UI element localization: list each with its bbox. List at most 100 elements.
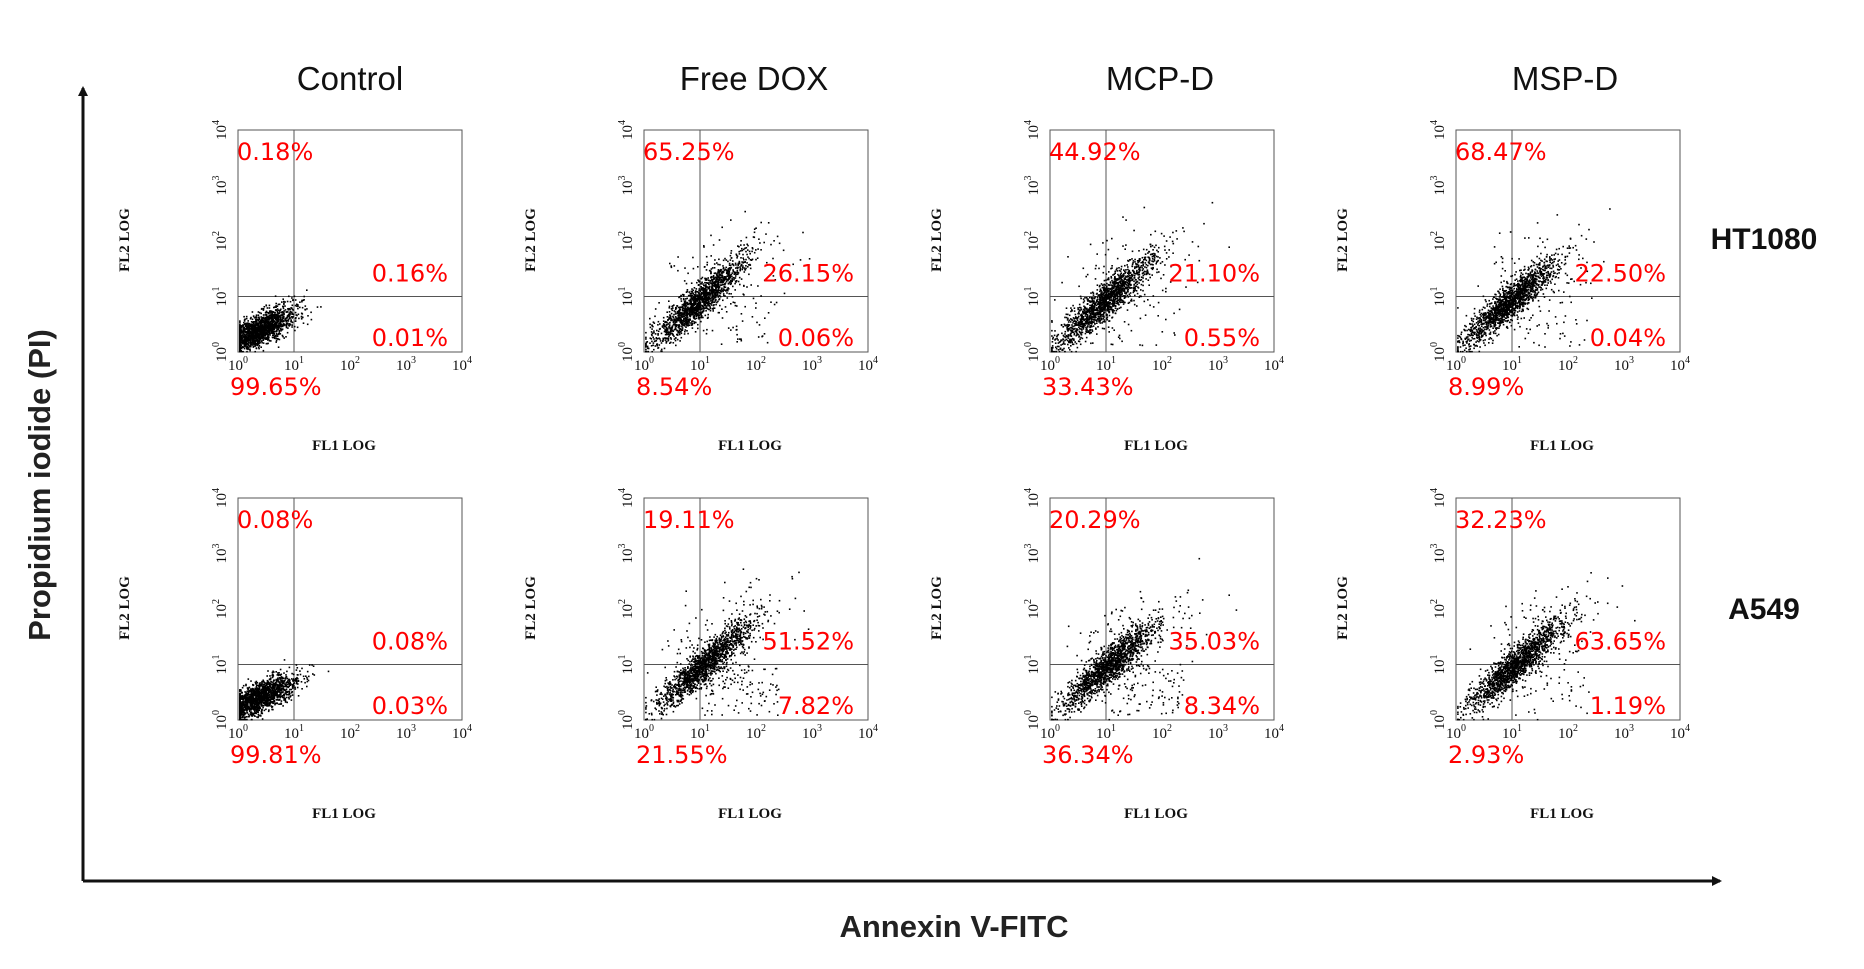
event-point — [1106, 316, 1109, 318]
event-point — [645, 331, 647, 334]
event-point — [760, 295, 762, 297]
event-point — [684, 307, 686, 309]
event-point — [1153, 257, 1156, 259]
event-point — [280, 308, 282, 311]
event-point — [254, 325, 257, 328]
event-point — [694, 303, 696, 306]
event-point — [676, 305, 678, 307]
event-point — [1111, 343, 1114, 346]
event-point — [1069, 339, 1071, 341]
event-point — [708, 286, 710, 289]
event-point — [683, 312, 686, 314]
event-point — [1059, 347, 1062, 350]
event-point — [301, 299, 303, 302]
event-point — [269, 312, 272, 314]
event-point — [1109, 308, 1111, 311]
event-point — [258, 311, 261, 314]
event-point — [726, 292, 728, 294]
event-point — [744, 247, 746, 250]
event-point — [251, 318, 254, 321]
event-point — [1121, 285, 1123, 288]
event-point — [1075, 317, 1078, 320]
event-point — [694, 291, 697, 293]
event-point — [239, 320, 241, 322]
event-point — [703, 246, 705, 248]
event-point — [751, 258, 754, 261]
event-point — [251, 339, 253, 341]
event-point — [1119, 285, 1121, 287]
event-point — [1134, 261, 1136, 263]
event-point — [270, 310, 273, 312]
event-point — [262, 320, 265, 322]
event-point — [689, 322, 691, 324]
event-point — [1098, 317, 1101, 320]
event-point — [1103, 283, 1105, 286]
pct-lower-left: 99.65% — [230, 373, 322, 401]
event-point — [277, 325, 280, 328]
event-point — [741, 320, 744, 322]
y-tick-label: 100 — [211, 342, 230, 362]
event-point — [1136, 260, 1139, 262]
event-point — [1068, 319, 1071, 322]
event-point — [713, 278, 715, 280]
event-point — [702, 306, 705, 309]
event-point — [1061, 281, 1063, 284]
event-point — [1138, 267, 1141, 269]
event-point — [269, 332, 271, 335]
event-point — [1140, 278, 1143, 281]
event-point — [657, 330, 660, 333]
event-point — [695, 290, 697, 292]
event-point — [706, 294, 708, 296]
event-point — [1133, 229, 1135, 232]
event-point — [679, 330, 682, 333]
event-point — [1096, 311, 1099, 314]
event-point — [695, 308, 698, 311]
event-point — [1087, 318, 1089, 321]
event-point — [710, 268, 713, 270]
event-point — [1127, 275, 1129, 277]
event-point — [276, 330, 278, 332]
event-point — [680, 320, 683, 323]
event-point — [253, 315, 255, 318]
event-point — [690, 282, 693, 284]
event-point — [1078, 309, 1081, 311]
event-point — [743, 248, 745, 251]
event-point — [1120, 290, 1123, 293]
event-point — [1116, 270, 1119, 272]
event-point — [692, 308, 694, 310]
event-point — [1144, 262, 1147, 264]
event-point — [261, 326, 264, 329]
event-point — [1124, 277, 1126, 279]
event-point — [1098, 285, 1101, 288]
event-point — [1136, 269, 1138, 272]
event-point — [1131, 263, 1134, 266]
event-point — [285, 321, 288, 323]
event-point — [1112, 282, 1114, 285]
event-point — [711, 299, 714, 302]
event-point — [1151, 268, 1154, 271]
event-dots — [645, 210, 811, 353]
event-point — [261, 319, 263, 321]
event-point — [708, 296, 710, 298]
event-point — [1147, 252, 1149, 254]
event-point — [710, 282, 712, 285]
event-point — [1147, 261, 1150, 263]
event-point — [688, 318, 690, 320]
event-point — [1109, 282, 1112, 284]
event-point — [650, 338, 653, 340]
event-point — [730, 293, 732, 295]
event-point — [1100, 297, 1102, 299]
event-point — [1080, 333, 1082, 335]
event-point — [710, 234, 712, 237]
event-point — [665, 333, 668, 336]
event-point — [732, 276, 735, 279]
event-point — [696, 300, 699, 302]
event-point — [739, 269, 741, 272]
event-point — [306, 323, 309, 326]
event-point — [1094, 322, 1096, 325]
event-point — [1093, 309, 1095, 312]
event-point — [1146, 272, 1149, 275]
event-point — [290, 319, 292, 321]
event-point — [240, 344, 243, 347]
event-point — [265, 329, 268, 332]
